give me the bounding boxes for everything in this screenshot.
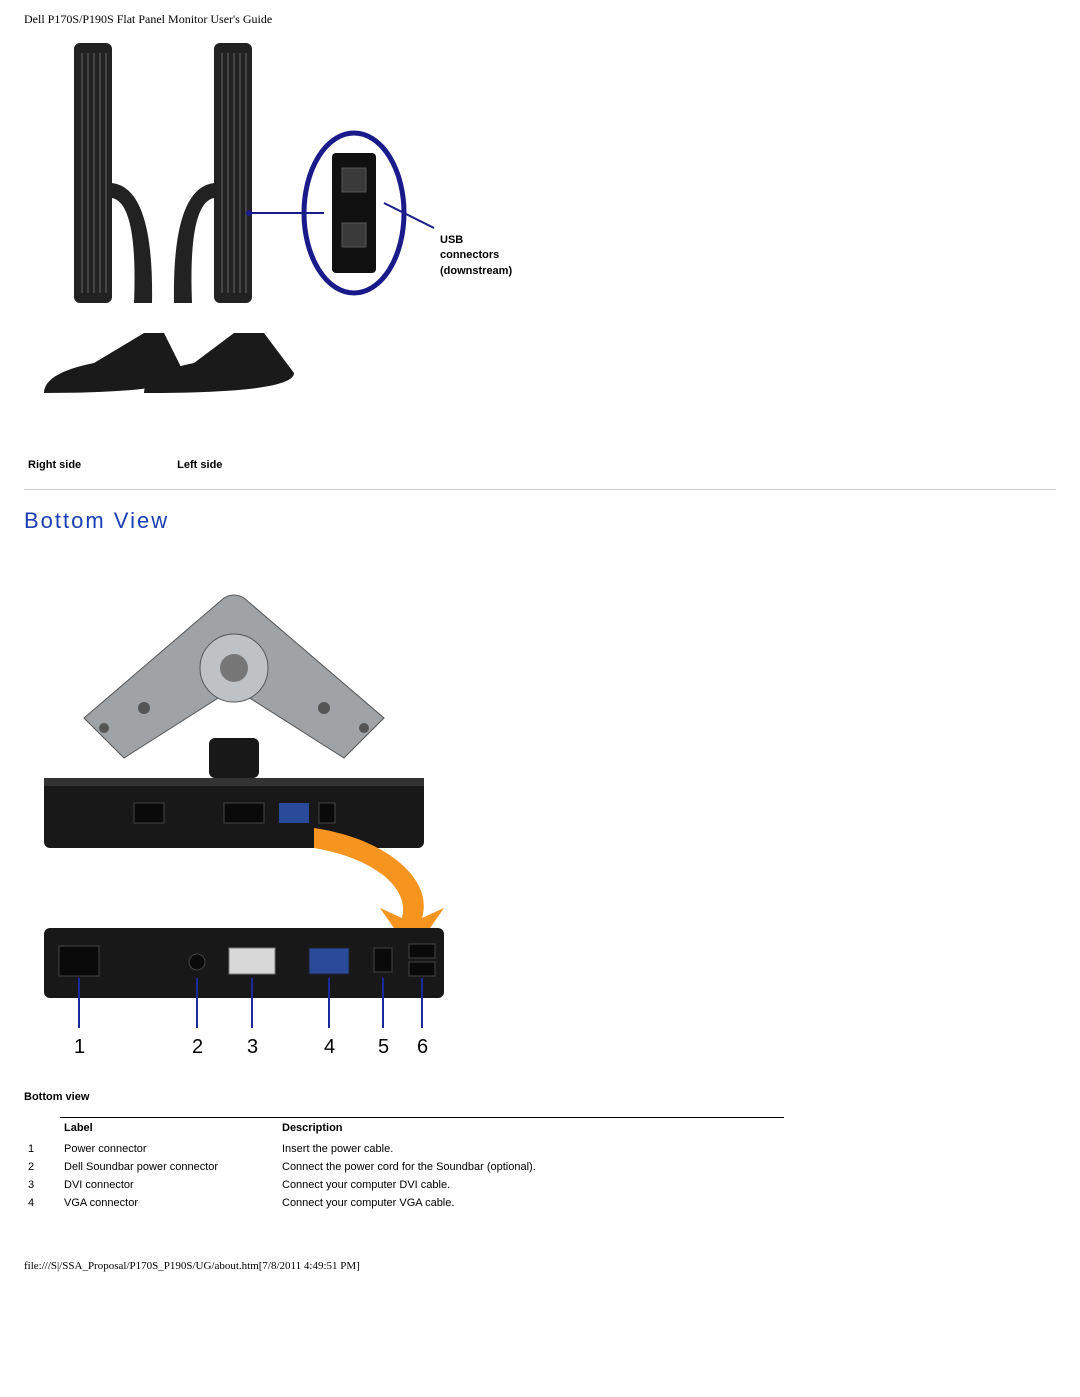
callout-num-3: 3 <box>247 1036 258 1058</box>
row-num: 4 <box>24 1194 60 1212</box>
row-desc: Insert the power cable. <box>278 1140 784 1158</box>
row-num: 3 <box>24 1176 60 1194</box>
bottom-view-diagram: 1 2 3 4 5 6 <box>24 558 444 1073</box>
table-row: 1 Power connector Insert the power cable… <box>24 1140 784 1158</box>
callout-num-4: 4 <box>324 1036 335 1058</box>
row-label: DVI connector <box>60 1176 278 1194</box>
table-header-label: Label <box>60 1118 278 1141</box>
footer-filepath: file:///S|/SSA_Proposal/P170S_P190S/UG/a… <box>24 1260 1056 1272</box>
row-label: Power connector <box>60 1140 278 1158</box>
callout-num-2: 2 <box>192 1036 203 1058</box>
bottom-view-heading: Bottom View <box>24 508 1056 534</box>
table-row: 3 DVI connector Connect your computer DV… <box>24 1176 784 1194</box>
row-label: Dell Soundbar power connector <box>60 1158 278 1176</box>
callout-num-6: 6 <box>417 1036 428 1058</box>
table-header-desc: Description <box>278 1118 784 1141</box>
connectors-table: Label Description 1 Power connector Inse… <box>24 1117 784 1212</box>
right-side-label: Right side <box>28 459 81 471</box>
side-view-diagram: USB connectors (downstream) <box>24 33 1056 453</box>
table-header-row: Label Description <box>24 1118 784 1141</box>
usb-callout-label: USB connectors (downstream) <box>440 233 512 279</box>
table-row: 2 Dell Soundbar power connector Connect … <box>24 1158 784 1176</box>
row-num: 1 <box>24 1140 60 1158</box>
row-label: VGA connector <box>60 1194 278 1212</box>
row-desc: Connect your computer DVI cable. <box>278 1176 784 1194</box>
row-desc: Connect the power cord for the Soundbar … <box>278 1158 784 1176</box>
row-desc: Connect your computer VGA cable. <box>278 1194 784 1212</box>
side-view-labels: Right side Left side <box>24 459 1056 471</box>
row-num: 2 <box>24 1158 60 1176</box>
table-header-num <box>24 1118 60 1141</box>
bottom-view-svg: 1 2 3 4 5 6 <box>24 558 444 1068</box>
callout-num-5: 5 <box>378 1036 389 1058</box>
callout-num-1: 1 <box>74 1036 85 1058</box>
left-side-label: Left side <box>177 459 222 471</box>
section-divider <box>24 489 1056 490</box>
doc-header: Dell P170S/P190S Flat Panel Monitor User… <box>24 12 1056 27</box>
bottom-view-caption: Bottom view <box>24 1091 1056 1103</box>
table-row: 4 VGA connector Connect your computer VG… <box>24 1194 784 1212</box>
